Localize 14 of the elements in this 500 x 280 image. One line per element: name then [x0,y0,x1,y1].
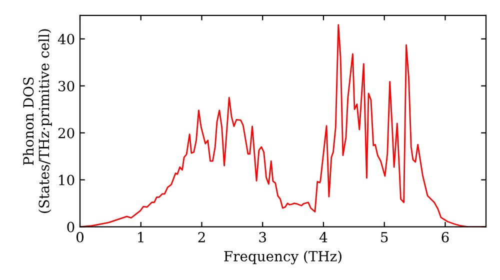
y-tick-label: 0 [67,222,74,232]
x-tick-label: 2 [198,232,205,242]
y-tick-label: 20 [58,128,74,138]
y-tick-label: 40 [58,34,74,44]
y-axis-title: Phonon DOS (States/THz·primitive cell) [22,29,52,213]
y-tick-label: 10 [59,174,74,186]
x-tick-label: 1 [138,232,144,242]
x-tick-label: 0 [76,232,84,242]
y-tick-label: 30 [58,80,74,92]
x-axis-title: Frequency (THz) [224,250,342,264]
x-tick-label: 3 [259,232,266,242]
x-tick-label: 4 [319,232,328,242]
x-tick-label: 5 [381,232,388,242]
x-tick-label: 6 [442,232,449,242]
